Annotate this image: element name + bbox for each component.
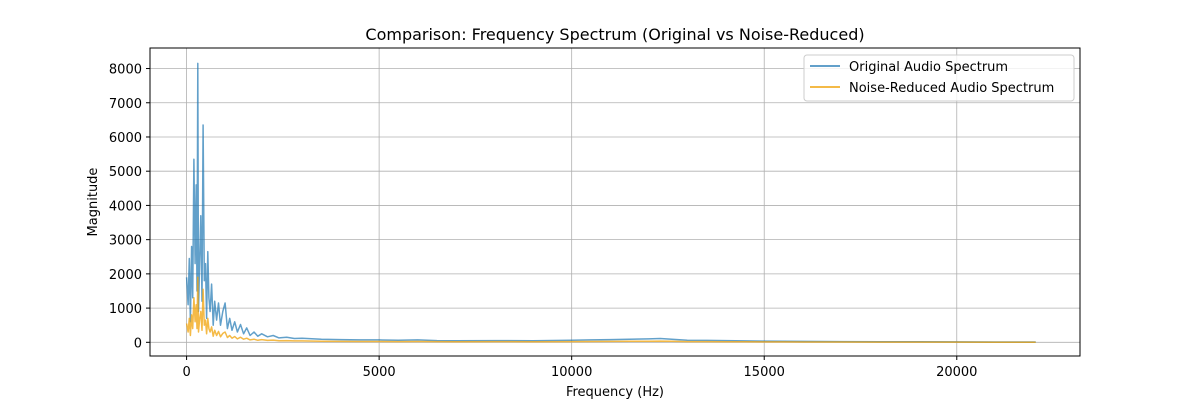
chart-title: Comparison: Frequency Spectrum (Original…	[365, 25, 864, 44]
x-tick-label: 5000	[363, 365, 396, 380]
x-tick-label: 10000	[551, 365, 592, 380]
y-axis-label: Magnitude	[86, 168, 101, 237]
x-axis-label: Frequency (Hz)	[566, 385, 664, 400]
legend-label-original: Original Audio Spectrum	[849, 60, 1008, 75]
legend-label-noise-reduced: Noise-Reduced Audio Spectrum	[849, 81, 1054, 96]
y-tick-label: 5000	[109, 165, 142, 180]
y-tick-label: 0	[134, 336, 142, 351]
y-tick-label: 1000	[109, 302, 142, 317]
legend: Original Audio Spectrum Noise-Reduced Au…	[803, 54, 1075, 102]
x-tick-label: 15000	[744, 365, 785, 380]
x-tick-label: 0	[182, 365, 190, 380]
y-tick-label: 6000	[109, 131, 142, 146]
y-axis: 0 1000 2000 3000 4000 5000 6000 7000 8000	[109, 63, 150, 351]
y-tick-label: 4000	[109, 199, 142, 214]
plot-frame	[149, 47, 1081, 357]
y-tick-label: 2000	[109, 268, 142, 283]
series-line-original	[185, 62, 1036, 343]
y-tick-label: 8000	[109, 63, 142, 78]
x-tick-label: 20000	[936, 365, 977, 380]
legend-box	[803, 54, 1075, 102]
y-tick-label: 7000	[109, 97, 142, 112]
y-tick-label: 3000	[109, 234, 142, 249]
series-layer	[185, 62, 1036, 343]
x-axis: 0 5000 10000 15000 20000	[182, 356, 977, 380]
series-line-noise-reduced	[185, 276, 1036, 343]
